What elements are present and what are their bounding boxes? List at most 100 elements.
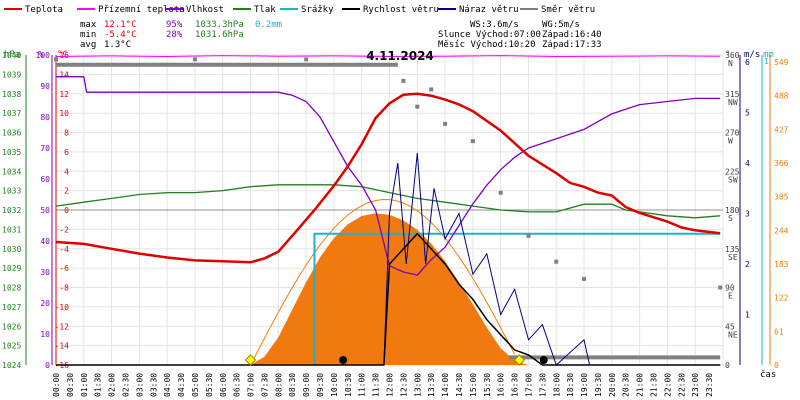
solar-tick-label: 244 <box>774 226 789 235</box>
solar-tick-label: 488 <box>774 92 789 101</box>
grid <box>55 54 724 366</box>
direction-tick-dir: SE <box>728 253 738 262</box>
solar-tick-label: 305 <box>774 193 789 202</box>
ground-temperature-line <box>55 55 721 58</box>
wind-direction-marker <box>718 285 723 290</box>
legend-label-teplota: Teplota <box>25 5 63 15</box>
wind-speed-line <box>56 232 721 366</box>
time-tick-label: 19:00 <box>580 373 589 397</box>
rain-line <box>313 232 721 365</box>
legend-label-tlak: Tlak <box>254 5 276 15</box>
pressure-tick-label: 1025 <box>2 342 21 351</box>
direction-unit: ° <box>725 50 730 60</box>
time-tick-label: 06:30 <box>233 373 242 397</box>
time-tick-label: 11:00 <box>358 373 367 397</box>
pressure-tick-label: 1039 <box>2 70 21 79</box>
temperature-tick-label: 16 <box>59 51 69 60</box>
time-tick-label: 08:00 <box>274 373 283 397</box>
info-wg: WG:5m/s <box>542 20 580 30</box>
wind-tick-label: 1 <box>745 311 750 320</box>
humidity-tick-label: 70 <box>40 144 50 153</box>
legend-label-naraz-vetru: Náraz větru <box>459 5 519 15</box>
time-tick-label: 10:00 <box>330 373 339 397</box>
temperature-tick-label: -4 <box>59 245 69 254</box>
moonrise-marker <box>339 356 348 364</box>
legend-label-prizemni-teplota: Přízemní teplota <box>98 5 185 15</box>
pressure-tick-label: 1028 <box>2 284 21 293</box>
time-tick-label: 09:00 <box>302 373 311 397</box>
time-tick-label: 22:30 <box>677 373 686 397</box>
time-tick-label: 15:30 <box>483 373 492 397</box>
stat-max-temp: 12.1°C <box>104 20 137 30</box>
info-moonrise: Měsíc Východ:10:20 <box>438 40 536 50</box>
pressure-tick-label: 1030 <box>2 245 21 254</box>
humidity-unit: % <box>38 50 44 60</box>
time-tick-label: 23:30 <box>705 373 714 397</box>
time-tick-label: 11:30 <box>372 373 381 397</box>
stat-avg-temp: 1.3°C <box>104 40 131 50</box>
wind-direction-marker <box>54 57 58 62</box>
time-tick-label: 12:00 <box>386 373 395 397</box>
stat-min-label: min <box>80 30 96 40</box>
direction-tick-dir: W <box>728 137 733 146</box>
stat-min-temp: -5.4°C <box>104 30 137 40</box>
wind-direction-marker <box>443 121 448 126</box>
pressure-tick-label: 1034 <box>2 167 21 176</box>
direction-tick-deg: 360 <box>725 51 740 60</box>
humidity-tick-label: 100 <box>36 51 51 60</box>
time-tick-label: 00:00 <box>52 373 61 397</box>
temperature-tick-label: 4 <box>64 167 69 176</box>
time-tick-label: 04:30 <box>177 373 186 397</box>
wind-unit: m/s <box>744 50 760 60</box>
time-tick-label: 05:30 <box>205 373 214 397</box>
stat-max-rain: 0.2mm <box>255 20 282 30</box>
pressure-tick-label: 1032 <box>2 206 21 215</box>
temperature-line <box>55 92 721 264</box>
left-axes: 1040103910381037103610351034103310321031… <box>2 51 69 370</box>
humidity-line <box>56 76 721 276</box>
temperature-tick-label: 14 <box>59 70 69 79</box>
temperature-tick-label: 0 <box>64 206 69 215</box>
time-tick-label: 07:00 <box>247 373 256 397</box>
wind-direction-marker <box>304 57 309 62</box>
pressure-tick-label: 1035 <box>2 148 21 157</box>
solar-area <box>250 213 529 365</box>
rain-unit: mm <box>763 50 774 60</box>
wind-direction-marker <box>470 139 475 144</box>
solar-tick-label: 122 <box>774 294 789 303</box>
wind-direction-marker <box>415 104 420 109</box>
temperature-tick-label: 8 <box>64 129 69 138</box>
stat-max-press: 1033.3hPa <box>195 20 244 30</box>
wind-direction-marker <box>192 57 197 62</box>
humidity-tick-label: 0 <box>45 361 50 370</box>
time-tick-label: 02:00 <box>108 373 117 397</box>
solar-tick-label: 183 <box>774 260 789 269</box>
chart-title: 4.11.2024 <box>366 49 434 63</box>
wind-direction-marker <box>401 78 406 83</box>
direction-tick-deg: 90 <box>725 284 735 293</box>
pressure-unit: hPa <box>4 50 20 60</box>
wind-gust-line <box>56 152 721 366</box>
legend: Teplota Přízemní teplota Vlhkost Tlak Sr… <box>4 5 595 15</box>
stat-min-press: 1031.6hPa <box>195 30 244 40</box>
time-tick-label: 20:30 <box>622 373 631 397</box>
stat-max-label: max <box>80 20 97 30</box>
stat-max-hum: 95% <box>166 20 183 30</box>
time-tick-label: 13:00 <box>413 373 422 397</box>
temperature-tick-label: -6 <box>59 264 69 273</box>
solar-theoretical-line <box>250 198 516 366</box>
info-sunset: Západ:16:40 <box>542 30 602 40</box>
time-tick-label: 05:00 <box>191 373 200 397</box>
temperature-tick-label: -10 <box>55 303 70 312</box>
info-block: WS:3.6m/s WG:5m/s Slunce Východ:07:00 Zá… <box>438 20 602 50</box>
wind-direction-marker <box>429 87 434 92</box>
solar-tick-label: 549 <box>774 58 789 67</box>
direction-tick-dir: NW <box>728 98 738 107</box>
pressure-line <box>55 184 721 219</box>
humidity-tick-label: 10 <box>40 330 50 339</box>
direction-tick-dir: N <box>728 59 733 68</box>
rain-tick-label: 1 <box>764 57 769 66</box>
time-tick-label: 01:00 <box>80 373 89 397</box>
wind-tick-label: 5 <box>745 109 750 118</box>
info-ws: WS:3.6m/s <box>470 20 519 30</box>
